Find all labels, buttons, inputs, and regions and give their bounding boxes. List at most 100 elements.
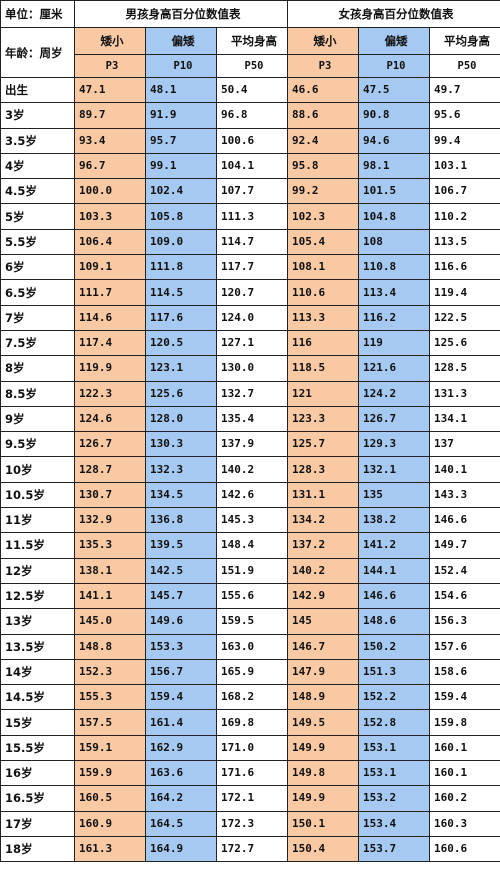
age-cell: 4岁 (0, 152, 75, 180)
boys-p10-cell: 156.7 (145, 658, 217, 686)
girls-p50-cell: 95.6 (429, 102, 500, 129)
boys-p50-cell: 111.3 (216, 203, 288, 230)
girls-p10-cell: 150.2 (358, 633, 430, 660)
table-row: 15.5岁 159.1 162.9 171.0 149.9 153.1 160.1 (0, 734, 500, 762)
age-cell: 10.5岁 (0, 481, 75, 509)
boys-p10-cell: 117.6 (145, 304, 217, 331)
girls-p10-cell: 101.5 (358, 178, 430, 205)
boys-p3-cell: 89.7 (74, 102, 146, 129)
header-row-percentiles: P3 P10 P50 P3 P10 P50 (1, 54, 500, 78)
table-row: 14.5岁 155.3 159.4 168.2 148.9 152.2 159.4 (0, 684, 500, 711)
boys-p3-cell: 126.7 (74, 431, 146, 458)
girls-p10-cell: 116.2 (358, 304, 430, 331)
boys-p10-cell: 105.8 (145, 203, 217, 230)
girls-p10-cell: 146.6 (358, 582, 430, 610)
boys-col-low: 偏矮 (145, 27, 217, 55)
boys-p50-cell: 104.1 (216, 152, 288, 180)
header-row-titles: 单位：厘米 男孩身高百分位数值表 女孩身高百分位数值表 (0, 0, 500, 28)
girls-p3-cell: 142.9 (287, 582, 359, 610)
girls-p3-cell: 149.8 (287, 760, 359, 787)
boys-col-short: 矮小 (74, 27, 146, 55)
boys-p10-cell: 159.4 (145, 684, 217, 711)
table-row: 16.5岁 160.5 164.2 172.1 149.9 153.2 160.2 (0, 785, 500, 812)
boys-p50-cell: 107.7 (216, 178, 288, 205)
boys-p50-cell: 140.2 (216, 456, 288, 483)
table-row: 10岁 128.7 132.3 140.2 128.3 132.1 140.1 (0, 456, 500, 483)
girls-p50-cell: 125.6 (429, 329, 500, 357)
boys-p3-cell: 135.3 (74, 532, 146, 559)
girls-p3-cell: 121 (287, 380, 359, 407)
table-row: 6岁 109.1 111.8 117.7 108.1 110.8 116.6 (0, 254, 500, 281)
boys-p3-cell: 155.3 (74, 684, 146, 711)
table-row: 12.5岁 141.1 145.7 155.6 142.9 146.6 154.6 (0, 582, 500, 610)
boys-p3-cell: 103.3 (74, 203, 146, 230)
boys-p3-cell: 132.9 (74, 507, 146, 534)
boys-p50-cell: 172.3 (216, 810, 288, 837)
unit-label: 单位：厘米 (0, 0, 75, 28)
boys-p50-cell: 145.3 (216, 507, 288, 534)
boys-p10-cell: 163.6 (145, 760, 217, 787)
girls-p50-cell: 159.8 (429, 709, 500, 736)
girls-p3-cell: 131.1 (287, 481, 359, 509)
girls-p3-cell: 116 (287, 329, 359, 357)
girls-p3-cell: 108.1 (287, 254, 359, 281)
boys-p10-cell: 145.7 (145, 582, 217, 610)
girls-p3-cell: 137.2 (287, 532, 359, 559)
girls-p3-cell: 105.4 (287, 228, 359, 256)
girls-p3-cell: 102.3 (287, 203, 359, 230)
age-cell: 15岁 (0, 709, 75, 736)
boys-p3-cell: 117.4 (74, 329, 146, 357)
girls-col-short: 矮小 (287, 27, 359, 55)
girls-p10-cell: 141.2 (358, 532, 430, 559)
boys-p50-code: P50 (216, 54, 288, 78)
age-cell: 5.5岁 (0, 228, 75, 256)
girls-p50-cell: 160.1 (429, 760, 500, 787)
boys-p3-cell: 141.1 (74, 582, 146, 610)
boys-p3-cell: 114.6 (74, 304, 146, 331)
girls-p50-cell: 160.6 (429, 835, 500, 863)
boys-p10-cell: 123.1 (145, 355, 217, 382)
boys-p10-cell: 142.5 (145, 557, 217, 584)
boys-p10-code: P10 (145, 54, 217, 78)
age-cell: 5岁 (0, 203, 75, 230)
boys-p3-cell: 130.7 (74, 481, 146, 509)
boys-p50-cell: 50.4 (216, 76, 288, 104)
girls-p10-cell: 119 (358, 329, 430, 357)
girls-p3-cell: 99.2 (287, 178, 359, 205)
table-row: 6.5岁 111.7 114.5 120.7 110.6 113.4 119.4 (0, 279, 500, 306)
girls-p50-cell: 134.1 (429, 405, 500, 433)
age-cell: 14岁 (0, 658, 75, 686)
boys-p50-cell: 96.8 (216, 102, 288, 129)
boys-p10-cell: 91.9 (145, 102, 217, 129)
boys-p50-cell: 117.7 (216, 254, 288, 281)
age-cell: 7岁 (0, 304, 75, 331)
age-cell: 13岁 (0, 608, 75, 635)
boys-p10-cell: 125.6 (145, 380, 217, 407)
girls-p10-cell: 126.7 (358, 405, 430, 433)
girls-table-title: 女孩身高百分位数值表 (287, 0, 500, 28)
table-row: 9岁 124.6 128.0 135.4 123.3 126.7 134.1 (0, 405, 500, 433)
boys-p50-cell: 163.0 (216, 633, 288, 660)
boys-p50-cell: 124.0 (216, 304, 288, 331)
table-row: 13岁 145.0 149.6 159.5 145 148.6 156.3 (0, 608, 500, 635)
girls-p10-cell: 153.1 (358, 734, 430, 762)
boys-p10-cell: 99.1 (145, 152, 217, 180)
girls-p50-cell: 119.4 (429, 279, 500, 306)
boys-p3-cell: 145.0 (74, 608, 146, 635)
girls-p3-cell: 125.7 (287, 431, 359, 458)
girls-p10-code: P10 (358, 54, 430, 78)
boys-p50-cell: 127.1 (216, 329, 288, 357)
girls-p50-cell: 160.3 (429, 810, 500, 837)
boys-p50-cell: 130.0 (216, 355, 288, 382)
boys-p50-cell: 142.6 (216, 481, 288, 509)
table-row: 14岁 152.3 156.7 165.9 147.9 151.3 158.6 (0, 658, 500, 686)
girls-p50-cell: 146.6 (429, 507, 500, 534)
boys-p3-cell: 124.6 (74, 405, 146, 433)
boys-p3-cell: 159.9 (74, 760, 146, 787)
girls-p10-cell: 135 (358, 481, 430, 509)
boys-p10-cell: 139.5 (145, 532, 217, 559)
boys-p3-cell: 119.9 (74, 355, 146, 382)
girls-p10-cell: 121.6 (358, 355, 430, 382)
girls-p50-code: P50 (429, 54, 500, 78)
table-row: 8岁 119.9 123.1 130.0 118.5 121.6 128.5 (0, 355, 500, 382)
